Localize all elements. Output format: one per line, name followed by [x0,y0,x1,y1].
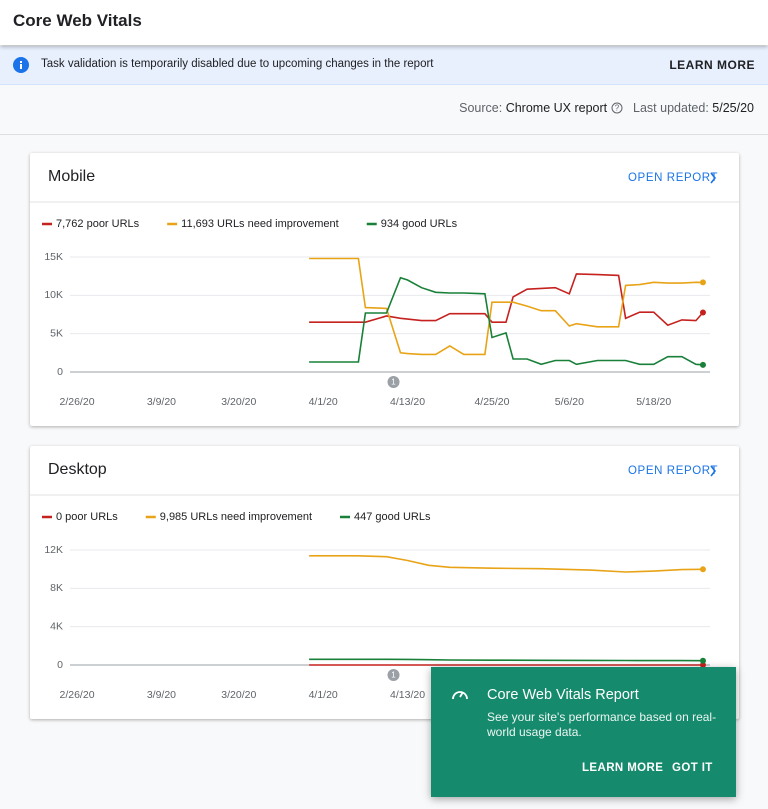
x-tick-label: 4/25/20 [474,396,509,408]
y-tick-label: 0 [57,366,63,378]
end-point [699,566,706,573]
end-point [699,279,706,286]
x-tick-label: 2/26/20 [60,396,95,408]
series-line [309,555,704,573]
legend-label: 9,985 URLs need improvement [160,511,312,523]
end-point [699,361,706,368]
chevron[interactable] [710,465,717,477]
x-tick-label: 3/20/20 [221,689,256,701]
end-point [699,309,706,316]
y-tick-label: 10K [44,289,63,301]
page-title: Core Web Vitals [13,11,142,30]
series-line [309,273,704,327]
legend-label: 447 good URLs [354,511,431,523]
x-tick-label: 4/1/20 [309,396,338,408]
gauge-icon [452,691,468,700]
popup-learn-more[interactable]: LEARN MORE [582,762,664,774]
y-tick-label: 5K [50,327,63,339]
source-line: Source: Chrome UX report ? Last updated:… [459,101,754,115]
x-tick-label: 5/6/20 [555,396,584,408]
popup-title: Core Web Vitals Report [487,687,639,703]
header: Core Web Vitals [0,0,768,45]
end-point [699,657,706,664]
source-label: Source: [459,101,503,115]
y-tick-label: 0 [57,659,63,671]
card-title: Mobile [48,168,95,185]
x-tick-label: 4/13/20 [390,689,425,701]
y-tick-label: 8K [50,582,63,594]
legend-label: 7,762 poor URLs [56,218,140,230]
end-point [699,662,706,668]
banner-text: Task validation is temporarily disabled … [41,58,434,70]
legend-label: 0 poor URLs [56,511,118,523]
annotation-marker[interactable] [387,669,400,681]
annotation-label: 1 [391,378,396,387]
banner: Task validation is temporarily disabled … [0,46,768,85]
x-tick-label: 3/20/20 [221,396,256,408]
popup-got-it[interactable]: GOT IT [672,762,713,774]
mobile-card: Mobile OPEN REPORT 0 5K 10K 15K 2/26/20 3/9/20 3… [30,153,739,426]
x-tick-label: 4/13/20 [390,396,425,408]
popup-text: See your site's performance based on rea… [487,710,717,739]
card-title: Desktop [48,461,107,478]
legend-label: 934 good URLs [381,218,458,230]
learn-more-button[interactable]: LEARN MORE [669,58,755,72]
legend-label: 11,693 URLs need improvement [181,218,339,230]
open-report[interactable]: OPEN REPORT [628,172,718,184]
x-tick-label: 4/1/20 [309,689,338,701]
x-tick-label: 2/26/20 [60,689,95,701]
chevron[interactable] [710,172,717,184]
divider [0,134,768,135]
updated-label: Last updated: [633,101,709,115]
annotation-label: 1 [391,671,396,680]
info-icon [13,57,29,73]
y-tick-label: 4K [50,620,63,632]
annotation-marker[interactable] [387,376,400,388]
svg-text:?: ? [614,104,619,113]
source-value: Chrome UX report [505,101,608,115]
y-tick-label: 15K [44,251,63,263]
help-icon[interactable]: ? [611,102,623,114]
series-line [309,257,704,356]
x-tick-label: 3/9/20 [147,396,176,408]
series-line [309,658,704,662]
x-tick-label: 3/9/20 [147,689,176,701]
popup: Core Web Vitals Report See your site's p… [431,667,736,797]
updated-value: 5/25/20 [712,101,754,115]
y-tick-label: 12K [44,544,63,556]
open-report[interactable]: OPEN REPORT [628,465,718,477]
x-tick-label: 5/18/20 [636,396,671,408]
series-line [309,276,704,366]
